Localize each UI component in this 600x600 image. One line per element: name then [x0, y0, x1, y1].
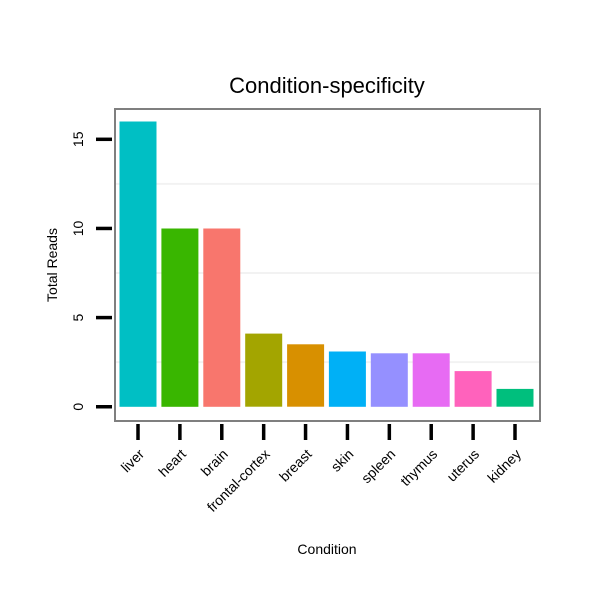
- bar-kidney: [496, 388, 534, 407]
- y-tick-label: 5: [70, 313, 86, 321]
- y-axis: 0 5 10 15: [70, 131, 112, 411]
- bar-uterus: [454, 371, 492, 407]
- bar-liver: [119, 121, 157, 407]
- x-tick-label: thymus: [397, 446, 440, 489]
- bar-frontal-cortex: [245, 333, 283, 407]
- x-tick-label: skin: [328, 446, 357, 475]
- x-tick-label: liver: [118, 446, 148, 476]
- bar-thymus: [412, 353, 450, 407]
- y-tick-label: 0: [70, 403, 86, 411]
- bar-breast: [287, 344, 325, 407]
- x-tick-label: heart: [155, 446, 189, 480]
- plot-border: [114, 108, 541, 422]
- chart-title: Condition-specificity: [229, 73, 425, 98]
- x-tick-label: uterus: [443, 446, 482, 485]
- x-tick-label: spleen: [358, 446, 398, 486]
- bar-heart: [161, 228, 199, 407]
- bars: [119, 121, 534, 407]
- y-tick-label: 10: [70, 221, 86, 237]
- bar-spleen: [370, 353, 408, 407]
- x-tick-label: kidney: [484, 446, 524, 486]
- y-tick-label: 15: [70, 131, 86, 147]
- x-axis-label: Condition: [297, 541, 356, 557]
- x-tick-label: breast: [276, 446, 315, 485]
- x-tick-label: brain: [198, 446, 231, 479]
- bar-skin: [328, 351, 366, 407]
- y-axis-label: Total Reads: [44, 228, 60, 302]
- bar-brain: [203, 228, 241, 407]
